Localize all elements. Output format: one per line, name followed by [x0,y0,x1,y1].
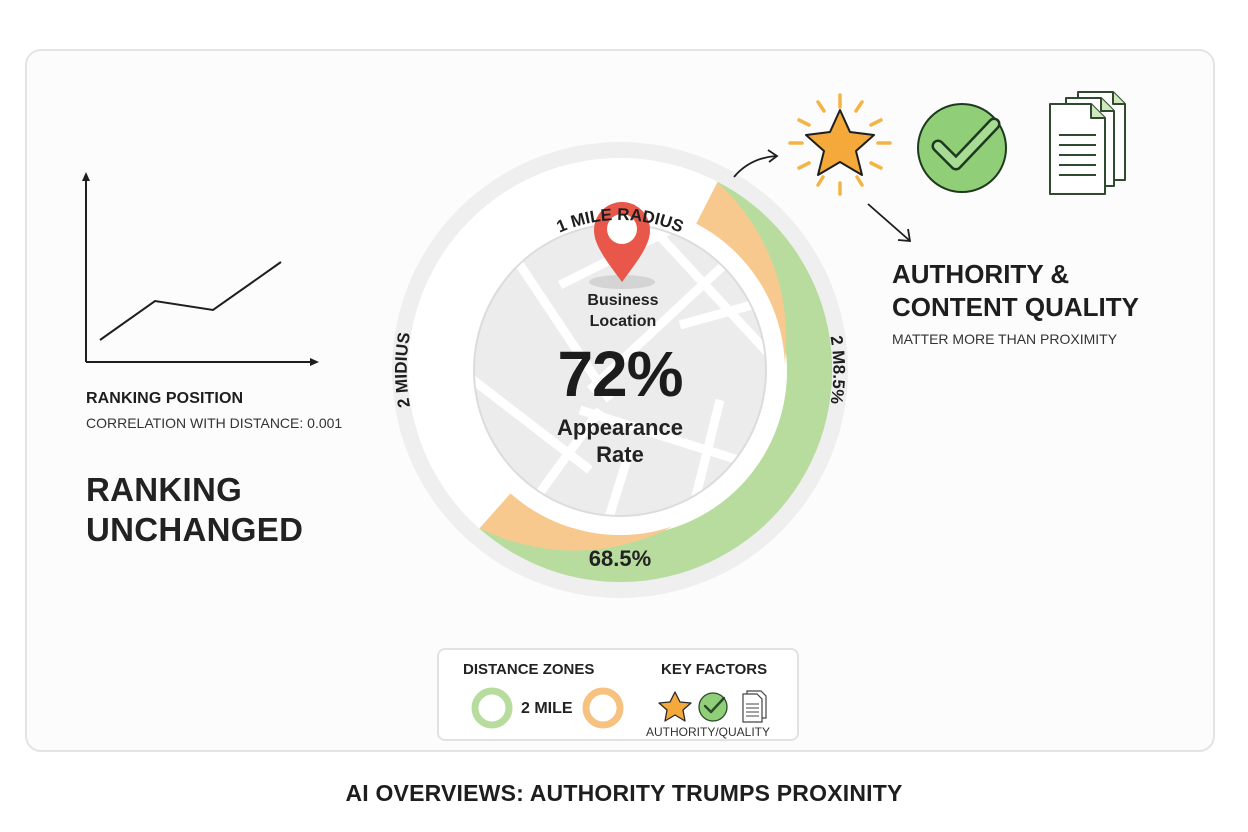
appearance-rate-value: 72% [557,338,683,410]
authority-title: AUTHORITY & CONTENT QUALITY [892,258,1139,324]
business-location-label: Business Location [560,290,686,332]
legend-star-icon [658,691,692,722]
ring-label-right: 2 M8.5% [827,334,849,405]
legend-box: DISTANCE ZONES KEY FACTORS 2 MILE AUTHOR… [437,648,799,741]
ranking-headline-line2: UNCHANGED [86,511,304,548]
ranking-headline: RANKING UNCHANGED [86,470,303,550]
star-icon [788,93,892,196]
appearance-rate-line1: Appearance [557,415,683,440]
chart-title: RANKING POSITION [86,390,244,407]
legend-documents-icon [742,690,767,723]
ring-label-bottom: 68.5% [588,546,652,571]
business-location-line2: Location [589,313,657,330]
authority-title-line1: AUTHORITY & [892,259,1070,289]
authority-subtitle: MATTER MORE THAN PROXIMITY [892,331,1118,347]
key-factors-label: AUTHORITY/QUALITY [646,725,771,739]
ranking-line-chart [82,172,319,366]
green-zone-arc [478,181,833,583]
legend-check-icon [698,692,728,722]
ranking-headline-line1: RANKING [86,471,243,508]
checkmark-circle-icon [917,103,1007,193]
appearance-rate-line2: Rate [596,442,644,467]
location-pin-icon [594,202,650,282]
key-factors-title: KEY FACTORS [661,661,768,678]
x-axis-arrow-icon [310,358,319,366]
documents-icon [1049,91,1126,195]
distance-ring-diagram: 1 MILE RADIUS 2 MIDIUS 2 M8.5% [392,142,849,598]
ranking-line [99,261,282,341]
appearance-rate-label: Appearance Rate [540,414,700,468]
curved-arrow-icon [733,149,779,178]
y-axis-arrow-icon [82,172,90,181]
distance-zones-title: DISTANCE ZONES [463,661,595,678]
business-location-line1: Business [587,292,659,309]
authority-icons [733,91,1126,242]
caption: AI OVERVIEWS: AUTHORITY TRUMPS PROXINITY [345,780,903,806]
orange-zone-swatch-icon [582,687,624,729]
ring-label-left: 2 MIDIUS [392,331,414,409]
distance-zone-label: 2 MILE [521,700,573,717]
chart-subtitle: CORRELATION WITH DISTANCE: 0.001 [86,415,343,431]
legend-graphics [471,687,767,729]
authority-title-line2: CONTENT QUALITY [892,292,1139,322]
green-zone-swatch-icon [471,687,513,729]
diagonal-arrow-icon [867,203,912,242]
